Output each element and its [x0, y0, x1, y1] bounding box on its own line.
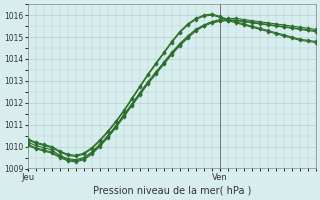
X-axis label: Pression niveau de la mer( hPa ): Pression niveau de la mer( hPa ) [92, 186, 251, 196]
